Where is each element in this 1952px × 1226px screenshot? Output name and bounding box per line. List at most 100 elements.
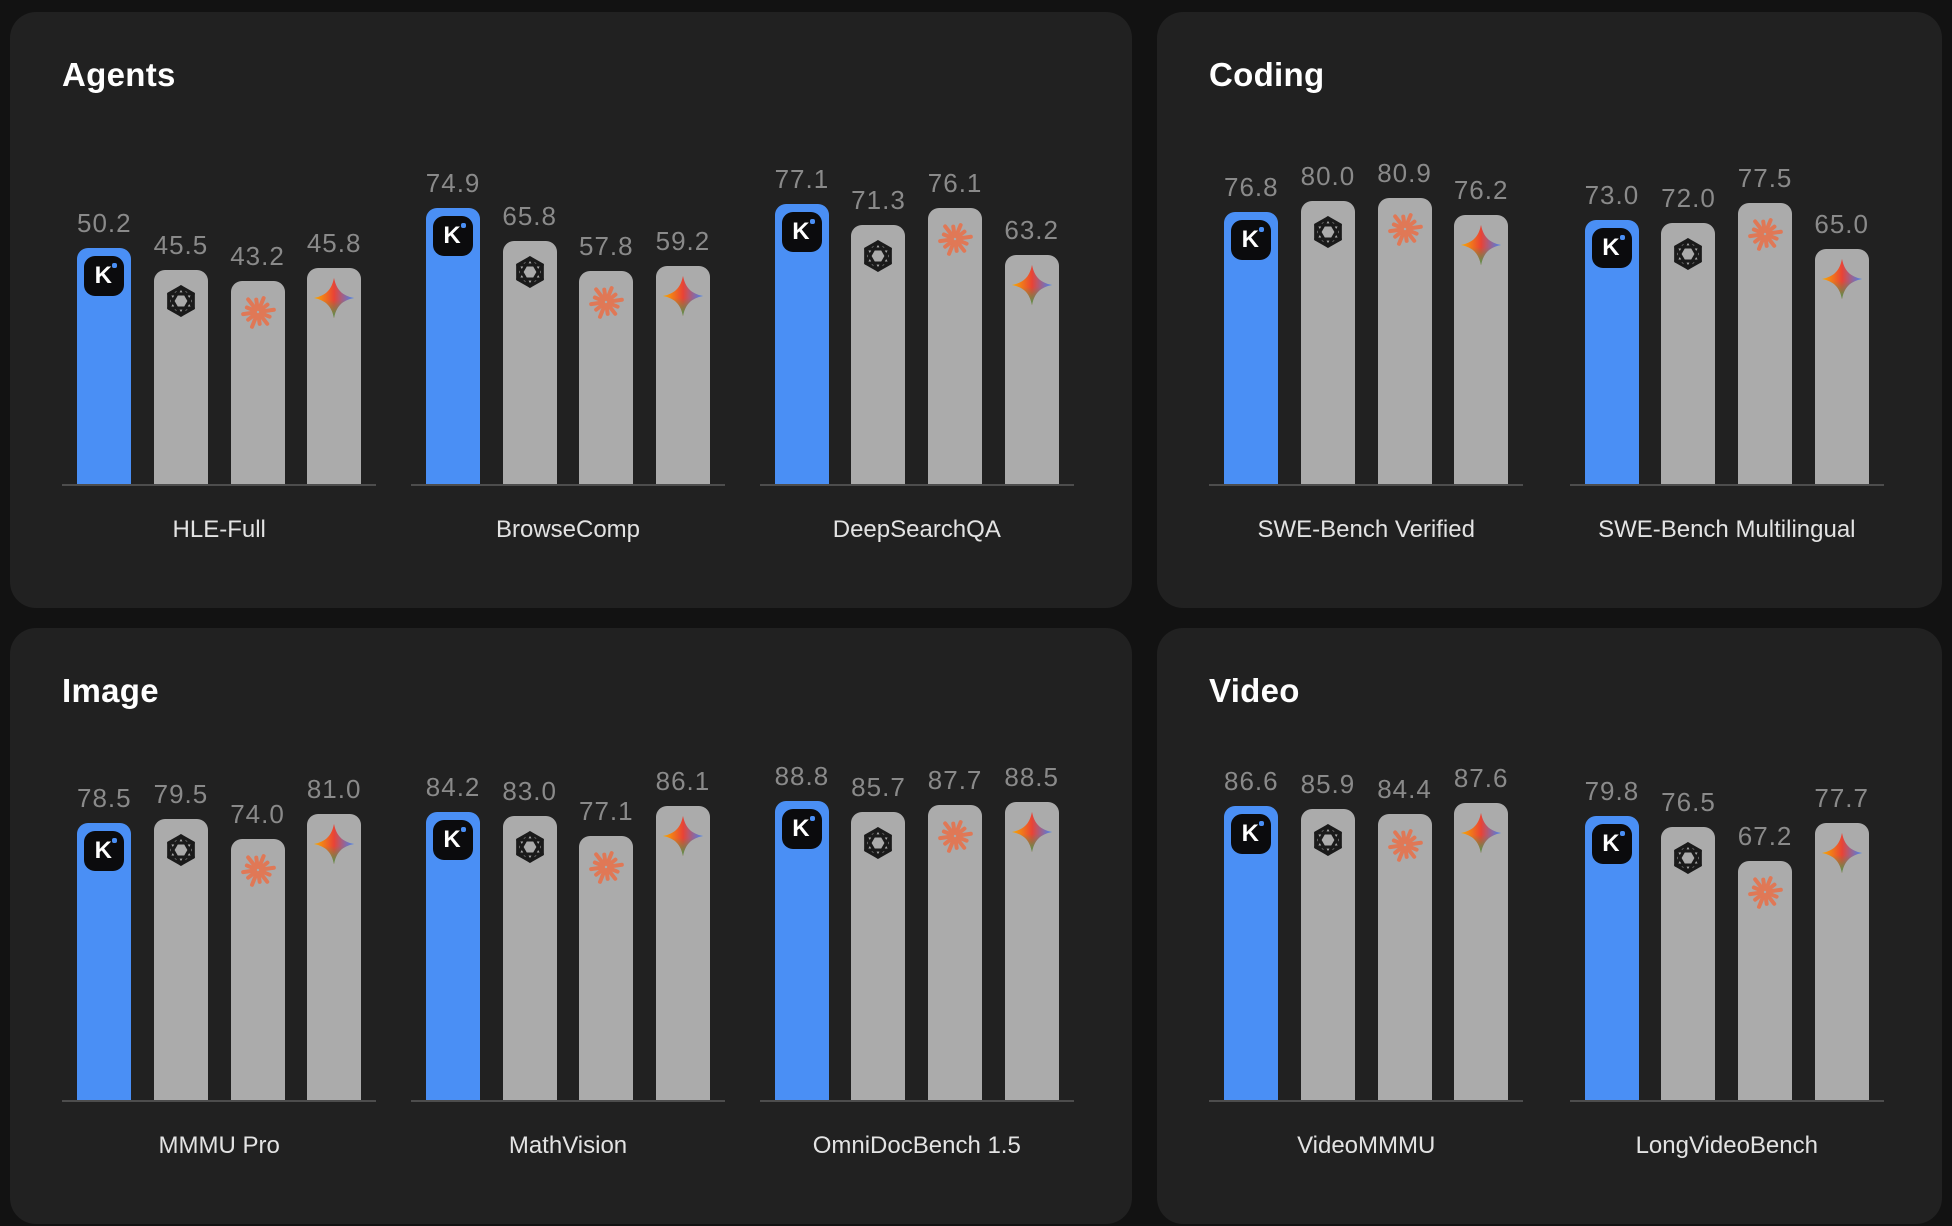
bar-column-gemini: 88.5 (1004, 764, 1059, 1101)
bar-value-label: 85.7 (851, 772, 906, 803)
kimi-k-icon: K (1591, 824, 1632, 865)
bar-column-kimi-k2: 73.0 K (1584, 180, 1640, 485)
benchmark-group: 86.6 K 85.9 84.4 87.6 VideoMMMU (1209, 763, 1524, 1160)
claude-icon (240, 296, 276, 330)
bar-icon-slot (1738, 215, 1792, 253)
bar-icon-slot: K (1224, 220, 1278, 261)
bar-value-label: 73.0 (1584, 180, 1640, 211)
bar-column-gemini: 65.0 (1814, 211, 1869, 485)
bar-column-gemini: 63.2 (1004, 215, 1059, 485)
openai-icon (864, 827, 893, 860)
bar-icon-slot (1005, 809, 1059, 855)
bar-column-claude: 57.8 (579, 233, 634, 485)
bar-claude (230, 281, 285, 485)
benchmark-group: 77.1 K 71.3 76.1 63.2 DeepSearchQA (759, 164, 1074, 544)
bar-column-gemini: 86.1 (655, 766, 711, 1101)
benchmark-label: HLE-Full (172, 516, 266, 544)
bar-value-label: 80.9 (1377, 158, 1432, 189)
axis-baseline (1569, 1100, 1884, 1103)
bar-icon-slot: K (775, 809, 829, 850)
bar-cluster: 50.2 K 45.5 43.2 45.8 (62, 210, 376, 485)
bar-icon-slot (503, 826, 557, 868)
bar-value-label: 86.1 (655, 766, 711, 797)
gemini-icon (1461, 813, 1502, 854)
kimi-k-dot (461, 827, 467, 833)
kimi-k-icon: K (781, 212, 822, 253)
bar-kimi-k2: K (77, 823, 132, 1101)
bar-column-kimi-k2: 78.5 K (77, 783, 132, 1101)
bar-icon-slot: K (426, 820, 480, 861)
bar-column-claude: 84.4 (1377, 776, 1432, 1101)
bar-value-label: 71.3 (851, 185, 906, 216)
bar-value-label: 63.2 (1004, 215, 1059, 246)
gemini-icon (314, 824, 355, 865)
bar-column-openai: 83.0 (502, 778, 557, 1101)
bar-cluster: 76.8 K 80.0 80.9 76.2 (1209, 158, 1523, 485)
bar-icon-slot (928, 220, 982, 258)
openai-icon (1674, 238, 1703, 271)
bar-icon-slot (1454, 222, 1508, 268)
kimi-k-dot (461, 223, 467, 229)
bar-gemini (1814, 823, 1869, 1101)
bar-icon-slot (154, 829, 208, 871)
bar-kimi-k2: K (77, 248, 132, 485)
bar-value-label: 77.7 (1814, 783, 1869, 814)
bar-value-label: 87.6 (1453, 763, 1509, 794)
bar-column-openai: 85.7 (851, 772, 906, 1101)
bar-kimi-k2: K (426, 208, 481, 485)
claude-icon (1748, 218, 1783, 252)
panel-image: Image 78.5 K 79.5 74.0 81.0 MMMU Pro 84.2 K 83.0… (10, 628, 1132, 1224)
bar-value-label: 77.1 (774, 164, 830, 195)
bar-icon-slot (1005, 262, 1059, 308)
bar-gemini (1454, 803, 1509, 1101)
bar-column-claude: 43.2 (230, 243, 285, 485)
bar-column-kimi-k2: 77.1 K (774, 164, 830, 485)
bar-kimi-k2: K (1224, 212, 1279, 485)
kimi-k-icon: K (84, 831, 125, 872)
kimi-k-letter: K (443, 826, 461, 854)
bar-claude (230, 839, 285, 1101)
openai-icon (1314, 824, 1342, 857)
benchmark-group: 78.5 K 79.5 74.0 81.0 MMMU Pro (62, 774, 377, 1160)
openai-icon (1314, 216, 1342, 249)
axis-baseline (1569, 484, 1884, 487)
bar-openai (502, 816, 557, 1101)
bar-column-kimi-k2: 88.8 K (775, 763, 830, 1101)
bar-icon-slot (1815, 256, 1869, 302)
benchmark-label: BrowseComp (495, 516, 641, 544)
kimi-k-dot (1619, 831, 1625, 837)
bar-value-label: 78.5 (77, 783, 132, 814)
openai-icon (167, 285, 195, 318)
bar-claude (579, 836, 634, 1101)
kimi-k-dot (112, 263, 118, 269)
panel-title-coding: Coding (1209, 56, 1325, 93)
bar-value-label: 74.0 (230, 799, 285, 830)
gemini-icon (662, 816, 704, 857)
bar-icon-slot (928, 817, 982, 855)
gemini-icon (314, 278, 355, 319)
kimi-k-dot (1619, 235, 1625, 241)
bar-claude (928, 208, 983, 485)
kimi-k-letter: K (1602, 234, 1620, 262)
bar-column-claude: 76.1 (927, 168, 983, 485)
bar-column-gemini: 77.7 (1814, 783, 1869, 1101)
bar-value-label: 81.0 (306, 774, 362, 805)
bar-value-label: 74.9 (425, 168, 481, 199)
claude-icon (1387, 829, 1423, 863)
bar-openai (1661, 827, 1716, 1101)
bar-icon-slot (1301, 211, 1355, 253)
bar-column-openai: 71.3 (851, 185, 906, 485)
bar-openai (1300, 809, 1355, 1101)
kimi-k-icon: K (1231, 814, 1272, 855)
bar-icon-slot (656, 813, 710, 859)
bar-cluster: 79.8 K 76.5 67.2 77.7 (1570, 778, 1884, 1101)
bar-icon-slot (579, 283, 633, 321)
benchmark-label: SWE-Bench Multilingual (1598, 516, 1856, 544)
bar-value-label: 76.1 (927, 168, 983, 199)
bar-claude (1738, 861, 1793, 1101)
bar-value-label: 65.8 (502, 201, 557, 232)
axis-baseline (410, 484, 726, 487)
bar-value-label: 76.5 (1661, 787, 1716, 818)
bar-column-openai: 85.9 (1300, 771, 1356, 1101)
claude-icon (938, 223, 973, 257)
